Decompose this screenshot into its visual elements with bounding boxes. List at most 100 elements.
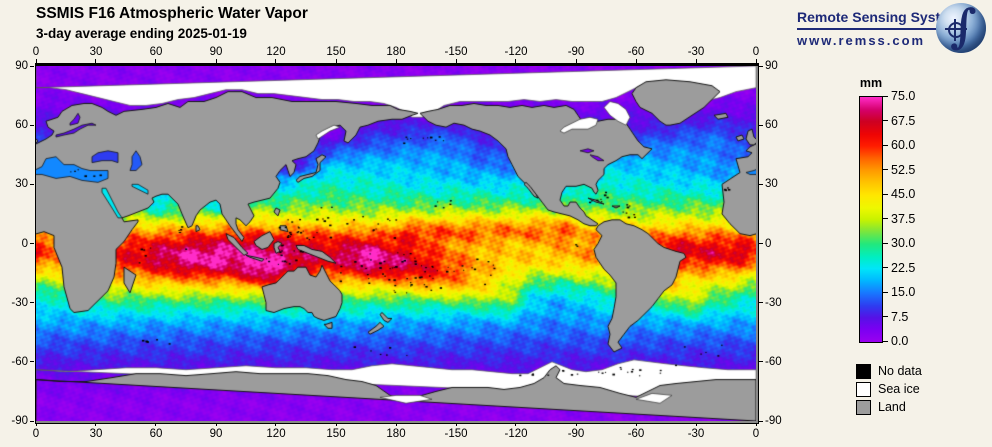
crosshair-circle-icon <box>945 19 967 41</box>
colorbar-tickmark <box>882 169 888 170</box>
lat-tickmark <box>30 302 34 304</box>
lat-tickmark <box>759 361 763 363</box>
colorbar-tick-label: 45.0 <box>891 187 916 201</box>
lon-tick-label: 30 <box>89 428 103 440</box>
colorbar-tick-label: 60.0 <box>891 138 916 152</box>
lon-tick-label: -30 <box>687 46 705 58</box>
lon-tick-label: 180 <box>386 46 406 58</box>
colorbar-tickmark <box>882 340 888 342</box>
lat-tickmark <box>759 183 763 185</box>
lat-tickmark <box>759 243 763 244</box>
colorbar-tickmark <box>882 120 888 121</box>
lat-tick-label: -60 <box>765 355 782 368</box>
remss-org-name: Remote Sensing Systems <box>797 9 969 25</box>
lat-tickmark <box>759 65 763 67</box>
remss-url-link[interactable]: www.remss.com <box>797 33 926 48</box>
legend-swatch <box>856 381 871 397</box>
lon-tick-label: 60 <box>149 428 163 440</box>
lon-tick-label: 150 <box>326 428 346 440</box>
lat-tick-label: 0 <box>21 237 28 250</box>
legend-row: Sea ice <box>856 380 976 398</box>
earth-globe-icon: ∫ <box>936 1 986 53</box>
colorbar-tick-labels: 75.0 67.5 60.0 52.5 45.0 37.5 30.0 22.5 15.0 7.5 0… <box>882 89 942 348</box>
lat-tickmark <box>30 420 34 422</box>
lat-tick-label: -60 <box>11 355 28 368</box>
lon-tick-label: 30 <box>89 46 103 58</box>
colorbar-tickmark <box>882 267 888 268</box>
lat-tick-label: 90 <box>15 60 28 72</box>
lon-tick-label: 0 <box>32 428 40 440</box>
lon-tick-label: 60 <box>149 46 163 58</box>
colorbar-tick-label: 75.0 <box>891 89 916 103</box>
legend-label: Sea ice <box>878 382 920 396</box>
lon-tick-label: 0 <box>752 46 760 58</box>
lon-tick-label: -120 <box>504 428 528 440</box>
colorbar-tick-label: 7.5 <box>891 309 909 324</box>
lon-tick-label: -150 <box>444 428 468 440</box>
lon-tick-label: 0 <box>32 46 40 58</box>
lon-tick-label: -150 <box>444 46 468 58</box>
longitude-axis-bottom: 0 30 60 90 120 150 180 -150 -120 -90 -60 -30 0 <box>32 422 760 442</box>
colorbar-unit-label: mm <box>859 76 883 90</box>
lat-tick-label: 60 <box>765 119 778 132</box>
colorbar-tickmark <box>882 316 888 317</box>
colorbar-tickmark <box>882 242 888 244</box>
lat-tick-label: -90 <box>765 415 782 427</box>
world-water-vapor-map-canvas <box>36 66 756 421</box>
lat-tickmark <box>30 65 34 67</box>
legend-label: No data <box>878 364 922 378</box>
legend-swatch <box>856 399 871 415</box>
lon-tick-label: -90 <box>567 428 585 440</box>
colorbar-tick-label: 15.0 <box>891 285 916 299</box>
lat-tick-label: 60 <box>15 119 28 132</box>
legend-row: Land <box>856 398 976 416</box>
lon-tick-label: -90 <box>567 46 585 58</box>
lon-tick-label: 150 <box>326 46 346 58</box>
legend-label: Land <box>878 400 906 414</box>
lat-tickmark <box>759 124 763 126</box>
lon-tick-label: 90 <box>209 46 223 58</box>
colorbar-tickmark <box>882 218 888 219</box>
lat-tickmark <box>30 183 34 185</box>
map-legend: No data Sea ice Land <box>856 362 976 416</box>
colorbar-tick-label: 52.5 <box>891 162 916 177</box>
colorbar-tick-label: 0.0 <box>891 334 909 348</box>
lon-tick-label: -60 <box>627 428 645 440</box>
lon-tick-label: -120 <box>504 46 528 58</box>
lon-tick-label: 90 <box>209 428 223 440</box>
colorbar-tickmark <box>882 291 888 293</box>
lat-tick-label: 30 <box>15 178 28 191</box>
lon-tick-label: 0 <box>752 428 760 440</box>
legend-swatch <box>856 363 871 379</box>
colorbar-tickmark <box>882 95 888 97</box>
page-title: SSMIS F16 Atmospheric Water Vapor <box>36 5 308 22</box>
lat-tickmark <box>759 302 763 304</box>
lon-tick-label: -60 <box>627 46 645 58</box>
lat-tickmark <box>759 420 763 422</box>
lat-tick-label: -90 <box>11 415 28 427</box>
longitude-axis-top: 0 30 60 90 120 150 180 -150 -120 -90 -60 -30 0 <box>32 46 760 63</box>
latitude-axis-right: 90 60 30 0 -30 -60 -90 <box>759 60 793 427</box>
logo-underline <box>797 28 949 30</box>
lat-tick-label: -30 <box>11 296 28 309</box>
lon-tick-label: 180 <box>386 428 406 440</box>
legend-row: No data <box>856 362 976 380</box>
lon-tick-label: -30 <box>687 428 705 440</box>
colorbar-tick-label: 22.5 <box>891 260 916 275</box>
lat-tickmark <box>30 124 34 126</box>
lat-tickmark <box>30 243 34 244</box>
colorbar-tick-label: 37.5 <box>891 211 916 226</box>
map-frame <box>35 63 759 424</box>
remss-logo[interactable]: Remote Sensing Systems www.remss.com ∫ <box>790 0 990 60</box>
colorbar-tick-label: 30.0 <box>891 236 916 250</box>
page-subtitle: 3-day average ending 2025-01-19 <box>36 26 247 41</box>
lon-tick-label: 120 <box>266 428 286 440</box>
colorbar-tickmark <box>882 144 888 146</box>
latitude-axis-left: 90 60 30 0 -30 -60 -90 <box>0 60 34 427</box>
colorbar-tickmark <box>882 193 888 195</box>
lat-tick-label: 0 <box>765 237 772 250</box>
lat-tick-label: 90 <box>765 60 778 72</box>
lat-tickmark <box>30 361 34 363</box>
lon-tick-label: 120 <box>266 46 286 58</box>
